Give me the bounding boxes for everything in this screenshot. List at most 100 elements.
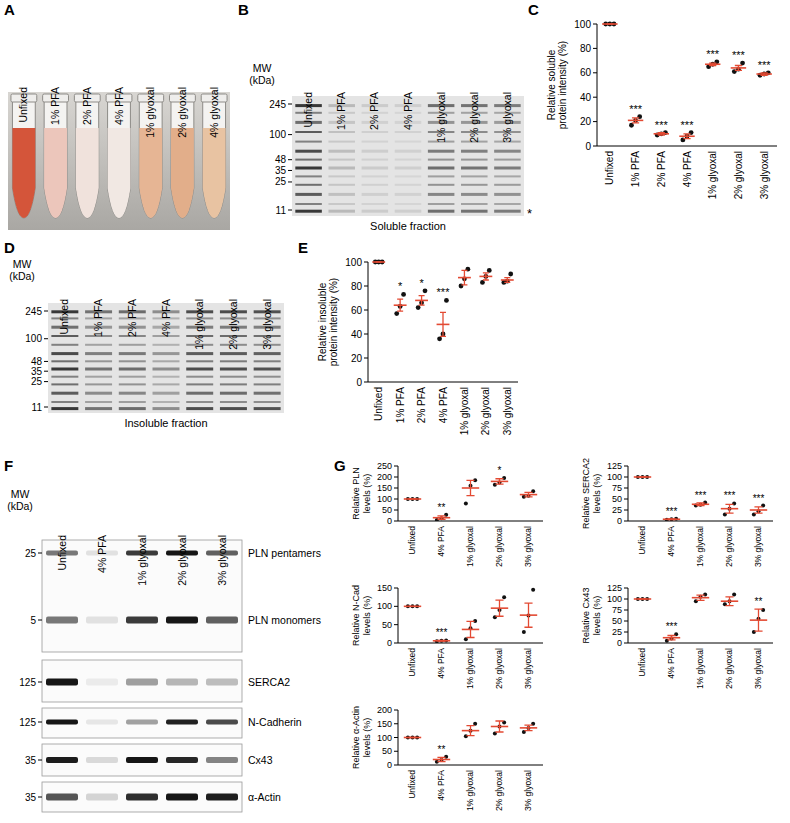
y-tick-label: 100 [345,257,362,268]
axis-title-line: levels (%) [362,718,372,758]
x-axis [628,521,773,522]
gel-band [461,150,488,153]
data-point [493,483,497,487]
gel-band [461,167,488,170]
tube-label: 2% glyoxal [176,87,188,138]
x-tick-label: 4% PFA [436,770,446,801]
tube-label: 4% glyoxal [208,87,220,138]
mw-label: 25 [25,548,37,559]
y-axis [597,24,598,146]
mean-line [372,261,385,263]
gel-band [153,344,180,346]
gel-band [186,352,213,355]
y-tick-label: 80 [580,43,592,54]
mw-label: 25 [275,176,287,187]
significance: *** [437,286,451,298]
y-tick-label: 50 [382,746,392,756]
gel-band [395,167,422,170]
data-point [376,260,381,265]
x-tick-label: 4% PFA [666,526,676,557]
gel-marker: * [527,206,532,221]
panel-letter: C [528,1,539,18]
x-tick-label: 2% glyoxal [494,648,504,689]
x-tick-label: 2% PFA [416,387,427,423]
error-bar [437,516,445,520]
figure: ABCDEFGUnfixed1% PFA2% PFA4% PFA1% glyox… [0,0,790,823]
gel-band [428,210,455,213]
mw-label: 245 [269,99,286,110]
error-bar [606,23,613,24]
lane-label: 3% glyoxal [501,92,513,143]
gel-band [51,344,78,346]
blot-band [126,679,158,686]
mean-line [404,498,421,500]
gel-band [51,368,78,371]
gel-band [395,131,422,133]
error-bar [408,737,416,738]
y-tick-label: 60 [351,305,363,316]
data-point [394,311,399,316]
axes: 0255075100125Relative SERCA2levels (%)Un… [581,458,773,567]
mw-title-line: (kDa) [9,270,35,282]
data-point [502,595,506,599]
mw-title: MW(kDa) [249,62,275,86]
lane-label: 2% glyoxal [227,299,239,350]
blot-band [86,757,118,763]
y-tick-label: 50 [382,505,392,515]
gel-band [119,401,146,403]
x-tick-label: 2% glyoxal [733,151,744,199]
lane-label: 3% glyoxal [216,535,228,586]
data-point [732,593,736,597]
y-tick [394,737,398,738]
mean-line [404,606,421,608]
axes: 050100150Relative N-Cadlevels (%)Unfixed… [351,583,543,689]
gel-band [295,175,322,177]
y-tick [593,97,597,98]
y-tick [593,24,597,25]
y-tick-label: 100 [377,733,392,743]
axes: 020406080100Relative insolubleprotein in… [317,257,518,436]
x-tick-label: 1% glyoxal [465,648,475,689]
gel-band [220,360,247,362]
y-tick-label: 20 [580,116,592,127]
x-tick-label: 3% glyoxal [523,526,533,567]
mw-tick [38,797,42,798]
gel-band [153,383,180,385]
y-tick [394,477,398,478]
error-bar [495,479,503,484]
mw-label: 125 [19,677,36,688]
significance: * [398,280,403,292]
mean-line [634,476,651,478]
x-tick-label: 1% PFA [630,151,641,187]
mean-line [634,598,651,600]
x-tick-label: 1% glyoxal [695,526,705,567]
data-point [480,280,485,285]
y-tick-label: 40 [351,329,363,340]
data-point [629,123,634,128]
gel-band [153,376,180,378]
blot-band [126,720,158,725]
x-tick-label: 2% glyoxal [724,648,734,689]
y-tick [364,334,368,335]
gel-band [153,401,180,403]
gel-band [461,175,488,177]
mw-tick [44,381,48,382]
y-tick-label: 0 [617,516,622,526]
y-tick-label: 0 [617,638,622,648]
y-tick [394,751,398,752]
y-tick-label: 150 [377,719,392,729]
axes: 0255075100125Relative Cx43levels (%)Unfi… [581,583,773,689]
error-bar [754,609,762,631]
blot-band [206,679,238,686]
x-axis [398,765,543,766]
error-bar [397,299,403,311]
y-tick [624,632,628,633]
gel-band [119,376,146,378]
y-tick [593,146,597,147]
lane-label: Unfixed [56,535,68,571]
gel-band [461,193,488,196]
gel-band [395,150,422,153]
y-tick-label: 0 [585,141,591,152]
gel-band [85,407,112,410]
tube-label: 1% PFA [49,87,61,125]
